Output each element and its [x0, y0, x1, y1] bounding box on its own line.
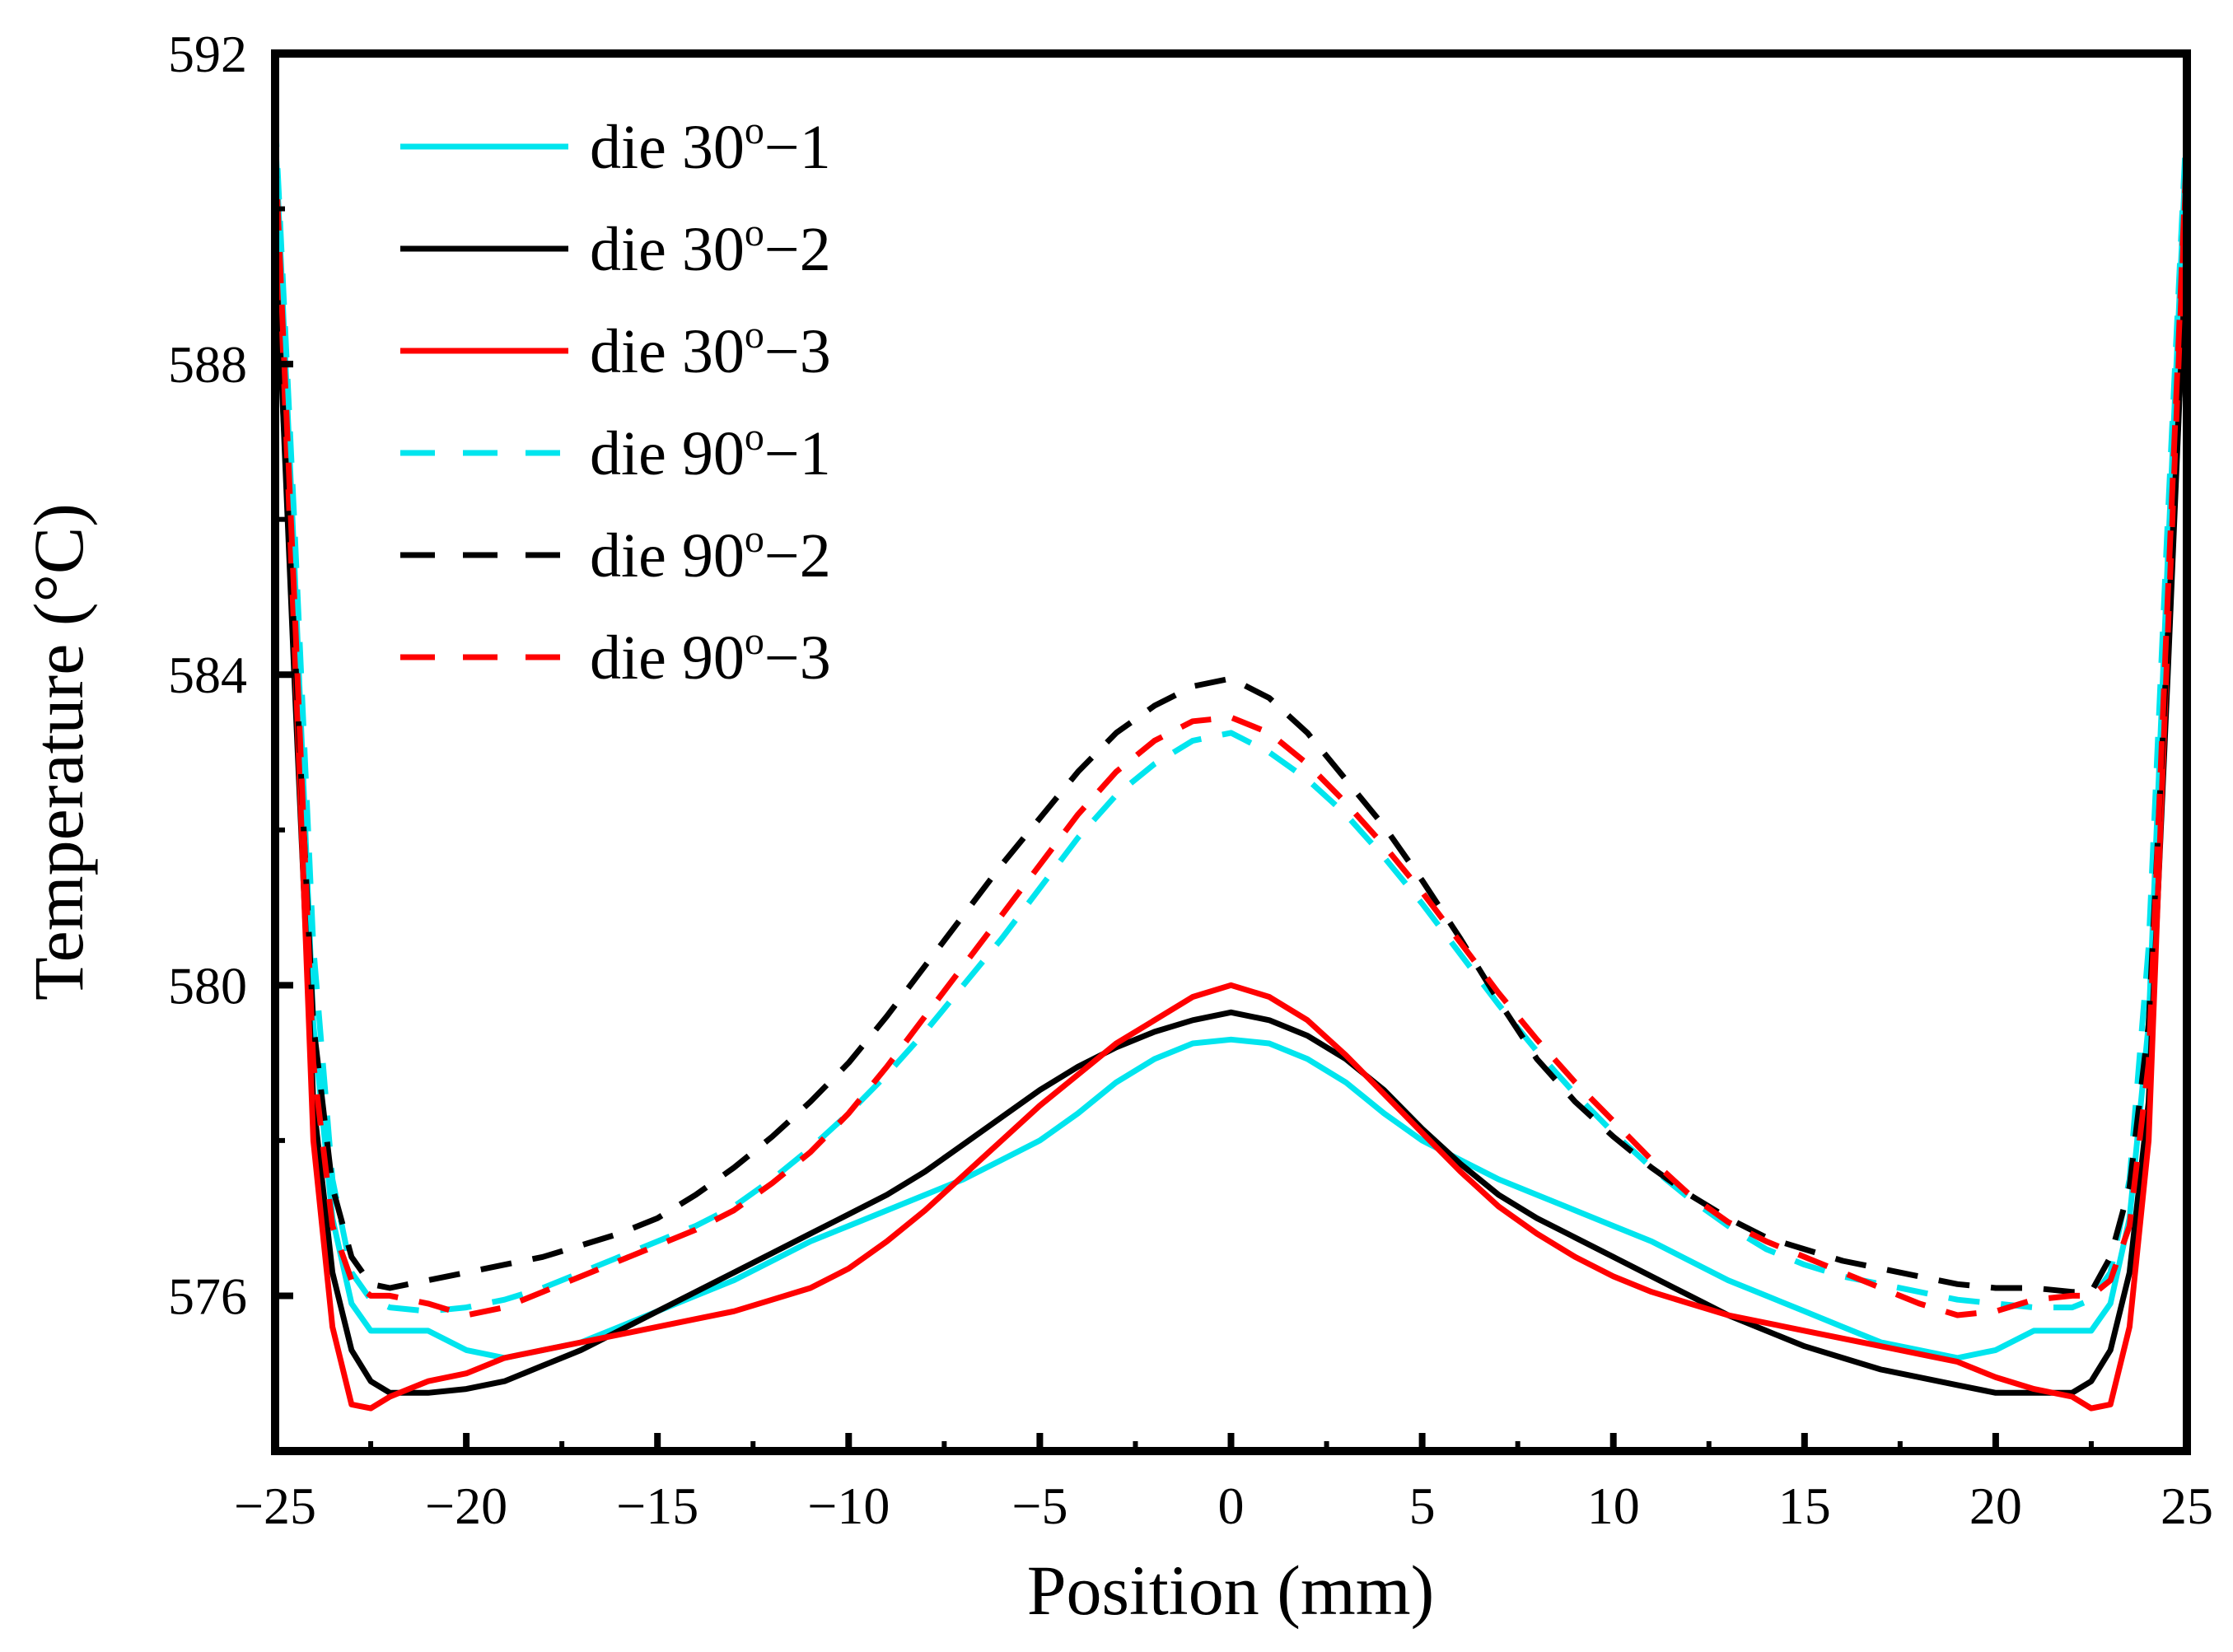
series-line-4 [275, 115, 2187, 1314]
legend-item-4: die 90o−1 [400, 415, 831, 488]
x-tick-label: −20 [425, 1477, 507, 1535]
x-tick-label: 10 [1587, 1477, 1640, 1535]
x-tick-label: −5 [1011, 1477, 1067, 1535]
x-tick-label: 15 [1778, 1477, 1831, 1535]
ticks-layer: −25 −20 −15 −10 −5 0 5 10 15 20 25 576 580 584 588 592 [168, 25, 2213, 1535]
series-line-3 [275, 154, 2187, 1412]
x-axis-title: Position (mm) [1027, 1551, 1435, 1630]
x-tick-label: 0 [1218, 1477, 1245, 1535]
y-tick-label: 584 [168, 646, 247, 704]
legend-label: die 30o−3 [590, 313, 831, 386]
legend: die 30o−1 die 30o−2 die 30o−3 die 90o−1 die … [400, 109, 831, 693]
y-tick-label: 580 [168, 956, 247, 1015]
legend-item-1: die 30o−1 [400, 109, 831, 182]
legend-label: die 90o−2 [590, 517, 831, 590]
series-layer [275, 115, 2187, 1412]
y-tick-label: 588 [168, 335, 247, 394]
x-tick-label: −15 [616, 1477, 698, 1535]
y-tick-label: 576 [168, 1267, 247, 1325]
x-tick-label: 5 [1409, 1477, 1436, 1535]
legend-item-2: die 30o−2 [400, 211, 831, 284]
x-tick-label: −25 [234, 1477, 316, 1535]
legend-item-5: die 90o−2 [400, 517, 831, 590]
legend-label: die 30o−1 [590, 109, 831, 182]
series-line-5 [275, 247, 2187, 1295]
legend-item-6: die 90o−3 [400, 619, 831, 693]
legend-label: die 30o−2 [590, 211, 831, 284]
legend-label: die 90o−1 [590, 415, 831, 488]
legend-label: die 90o−3 [590, 619, 831, 693]
legend-item-3: die 30o−3 [400, 313, 831, 386]
plot-frame [271, 49, 2191, 1455]
x-tick-label: 25 [2161, 1477, 2213, 1535]
series-line-2 [275, 224, 2187, 1396]
x-tick-label: −10 [807, 1477, 890, 1535]
y-axis-title: Temperature (°C) [19, 503, 98, 1001]
x-tick-label: 20 [1969, 1477, 2022, 1535]
y-tick-label: 592 [168, 25, 247, 83]
